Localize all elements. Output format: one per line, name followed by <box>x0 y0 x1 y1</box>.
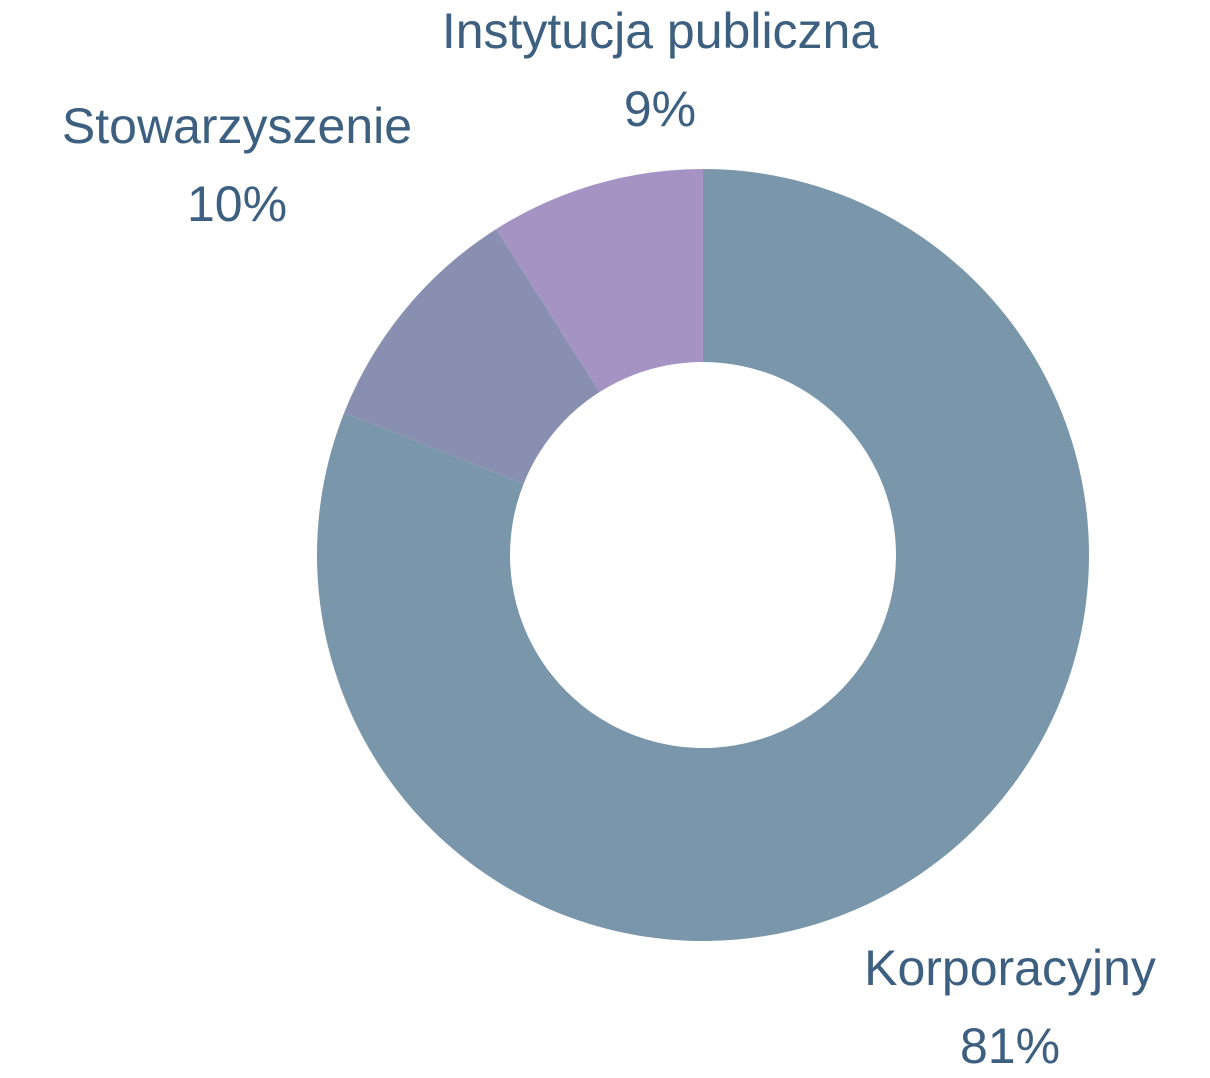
slice-label: Stowarzyszenie <box>62 98 412 154</box>
donut-slice <box>344 229 600 484</box>
slice-label: Korporacyjny <box>864 940 1156 996</box>
slice-value-label: 81% <box>960 1018 1060 1074</box>
slice-value-label: 10% <box>187 176 287 232</box>
slice-label: Instytucja publiczna <box>442 3 879 59</box>
donut-slice <box>316 169 1089 941</box>
donut-slice <box>496 169 703 393</box>
slice-value-label: 9% <box>624 81 696 137</box>
